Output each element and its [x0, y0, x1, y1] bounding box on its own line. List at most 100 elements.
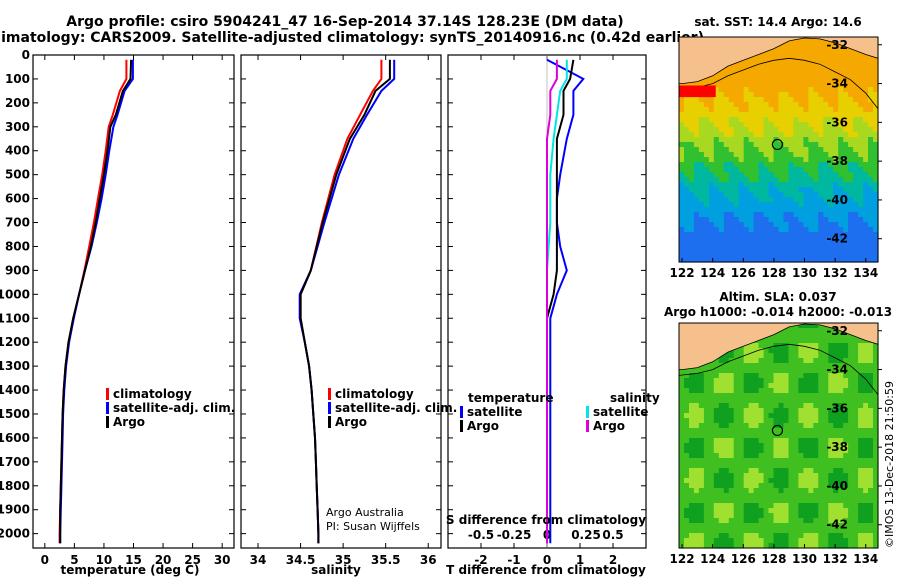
map-cell [858, 137, 864, 143]
map-cell [788, 222, 795, 228]
map-cell [838, 67, 844, 73]
map-cell [788, 152, 795, 158]
map-cell [868, 368, 874, 374]
sla-map-title-1: Altim. SLA: 0.037 [719, 290, 836, 304]
map-cell [733, 463, 740, 469]
map-cell [803, 328, 809, 334]
map-cell [838, 378, 844, 384]
map-cell [768, 538, 775, 544]
map-cell [733, 453, 740, 459]
map-cell [758, 62, 765, 68]
map-cell [758, 533, 765, 539]
map-cell [783, 127, 790, 133]
map-cell [788, 438, 795, 444]
sla-map-title-2: Argo h1000: -0.014 h2000: -0.013 [664, 305, 892, 319]
map-cell [823, 162, 829, 168]
map-cell [748, 393, 755, 399]
map-cell [689, 162, 695, 168]
map-cell [718, 523, 725, 529]
map-cell [793, 543, 799, 549]
map-cell [723, 252, 730, 258]
map-cell [848, 152, 854, 158]
map-cell [793, 428, 799, 434]
map-cell [828, 247, 834, 253]
map-cell [873, 152, 879, 158]
map-cell [778, 77, 785, 83]
map-cell [828, 393, 834, 399]
map-cell [698, 518, 705, 524]
map-cell [873, 413, 879, 419]
map-cell [863, 202, 869, 208]
map-cell [758, 428, 765, 434]
map-cell [703, 167, 710, 173]
map-cell [828, 207, 834, 213]
map-cell [858, 157, 864, 163]
map-cell [728, 122, 735, 128]
map-cell [853, 433, 859, 439]
map-cell [823, 358, 829, 364]
map-cell [858, 483, 864, 489]
map-cell [738, 82, 745, 88]
map-cell [718, 202, 725, 208]
map-cell [833, 433, 839, 439]
map-cell [763, 62, 770, 68]
map-cell [783, 433, 790, 439]
map-cell [863, 62, 869, 68]
map-cell [778, 468, 785, 474]
map-cell [748, 172, 755, 178]
map-cell [763, 543, 770, 549]
map-cell [713, 373, 720, 379]
map-cell [768, 433, 775, 439]
map-cell [833, 237, 839, 243]
map-cell [698, 97, 705, 103]
map-cell [748, 227, 755, 233]
map-cell [703, 403, 710, 409]
map-cell [728, 443, 735, 449]
map-cell [798, 518, 804, 524]
map-cell [798, 152, 804, 158]
map-x-tick-label: 126 [731, 266, 756, 280]
map-cell [838, 92, 844, 98]
map-cell [858, 147, 864, 153]
map-cell [718, 257, 725, 263]
map-cell [773, 383, 780, 389]
map-cell [758, 358, 765, 364]
map-cell [848, 433, 854, 439]
map-cell [838, 182, 844, 188]
x-tick-label: 30 [214, 553, 231, 567]
map-cell [778, 182, 785, 188]
map-cell [793, 453, 799, 459]
map-cell [858, 533, 864, 539]
map-cell [733, 192, 740, 198]
map-cell [863, 252, 869, 258]
map-cell [684, 373, 690, 379]
map-cell [684, 217, 690, 223]
map-cell [738, 107, 745, 113]
map-cell [684, 192, 690, 198]
map-cell [813, 363, 819, 369]
map-cell [753, 518, 760, 524]
map-cell [868, 513, 874, 519]
map-cell [723, 157, 730, 163]
map-cell [758, 237, 765, 243]
map-cell [743, 508, 750, 514]
map-cell [848, 182, 854, 188]
map-cell [793, 433, 799, 439]
map-cell [818, 172, 824, 178]
map-cell [803, 428, 809, 434]
map-cell [713, 137, 720, 143]
map-cell [738, 102, 745, 108]
map-cell [689, 82, 695, 88]
map-cell [833, 503, 839, 509]
map-cell [698, 242, 705, 248]
map-cell [778, 423, 785, 429]
map-cell [823, 67, 829, 73]
map-cell [738, 403, 745, 409]
map-cell [823, 458, 829, 464]
map-cell [858, 518, 864, 524]
map-cell [718, 217, 725, 223]
map-cell [843, 142, 849, 148]
legend-label: satellite [467, 405, 522, 419]
x-tick-label: 0 [543, 553, 551, 567]
map-cell [708, 493, 715, 499]
